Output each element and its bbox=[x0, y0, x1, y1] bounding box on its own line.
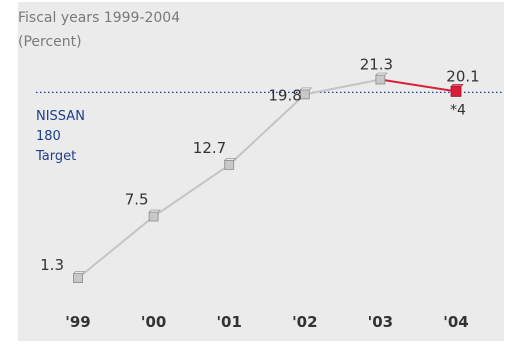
x-tick-label: '02 bbox=[292, 313, 317, 331]
target-label-line-3: Target bbox=[35, 149, 76, 164]
chart-background bbox=[18, 2, 504, 341]
data-label: 1.3 bbox=[40, 256, 64, 274]
data-label: 20.1 bbox=[446, 67, 479, 85]
x-tick-label: '04 bbox=[443, 313, 468, 331]
data-label: 21.3 bbox=[360, 55, 393, 73]
chart-title: Fiscal years 1999-2004 bbox=[18, 10, 180, 26]
marker-layer bbox=[72, 72, 464, 283]
data-point-highlight bbox=[450, 84, 464, 97]
data-point bbox=[299, 87, 313, 100]
highlight-line-segment bbox=[380, 78, 457, 93]
series-line-segment bbox=[77, 215, 155, 279]
annotation-footnote: *4 bbox=[450, 102, 466, 118]
x-tick-label: '99 bbox=[65, 313, 90, 331]
chart-subtitle: (Percent) bbox=[18, 34, 82, 50]
data-label: 7.5 bbox=[125, 191, 149, 209]
x-tick-label: '00 bbox=[141, 313, 166, 331]
x-axis-tick-layer: '99 '00 '01 '02 '03 '04 bbox=[65, 313, 468, 331]
target-label-line-2: 180 bbox=[36, 129, 61, 144]
chart-panel: Fiscal years 1999-2004 (Percent) NISSAN … bbox=[18, 2, 504, 341]
target-label-line-1: NISSAN bbox=[36, 109, 85, 124]
data-point bbox=[148, 209, 161, 222]
series-line-segment bbox=[153, 164, 230, 218]
data-label: 19.8 bbox=[268, 86, 301, 104]
series-layer bbox=[77, 78, 457, 279]
series-line-segment bbox=[228, 93, 306, 166]
x-tick-label: '03 bbox=[368, 313, 393, 331]
data-label: 12.7 bbox=[193, 139, 226, 157]
series-line-segment bbox=[304, 78, 381, 96]
line-chart: Fiscal years 1999-2004 (Percent) NISSAN … bbox=[18, 2, 504, 341]
data-point bbox=[223, 158, 237, 170]
value-label-layer: 1.3 7.5 12.7 19.8 21.3 20.1 bbox=[40, 55, 480, 274]
data-point bbox=[375, 72, 388, 85]
x-tick-label: '01 bbox=[216, 313, 241, 331]
data-point bbox=[72, 271, 86, 283]
